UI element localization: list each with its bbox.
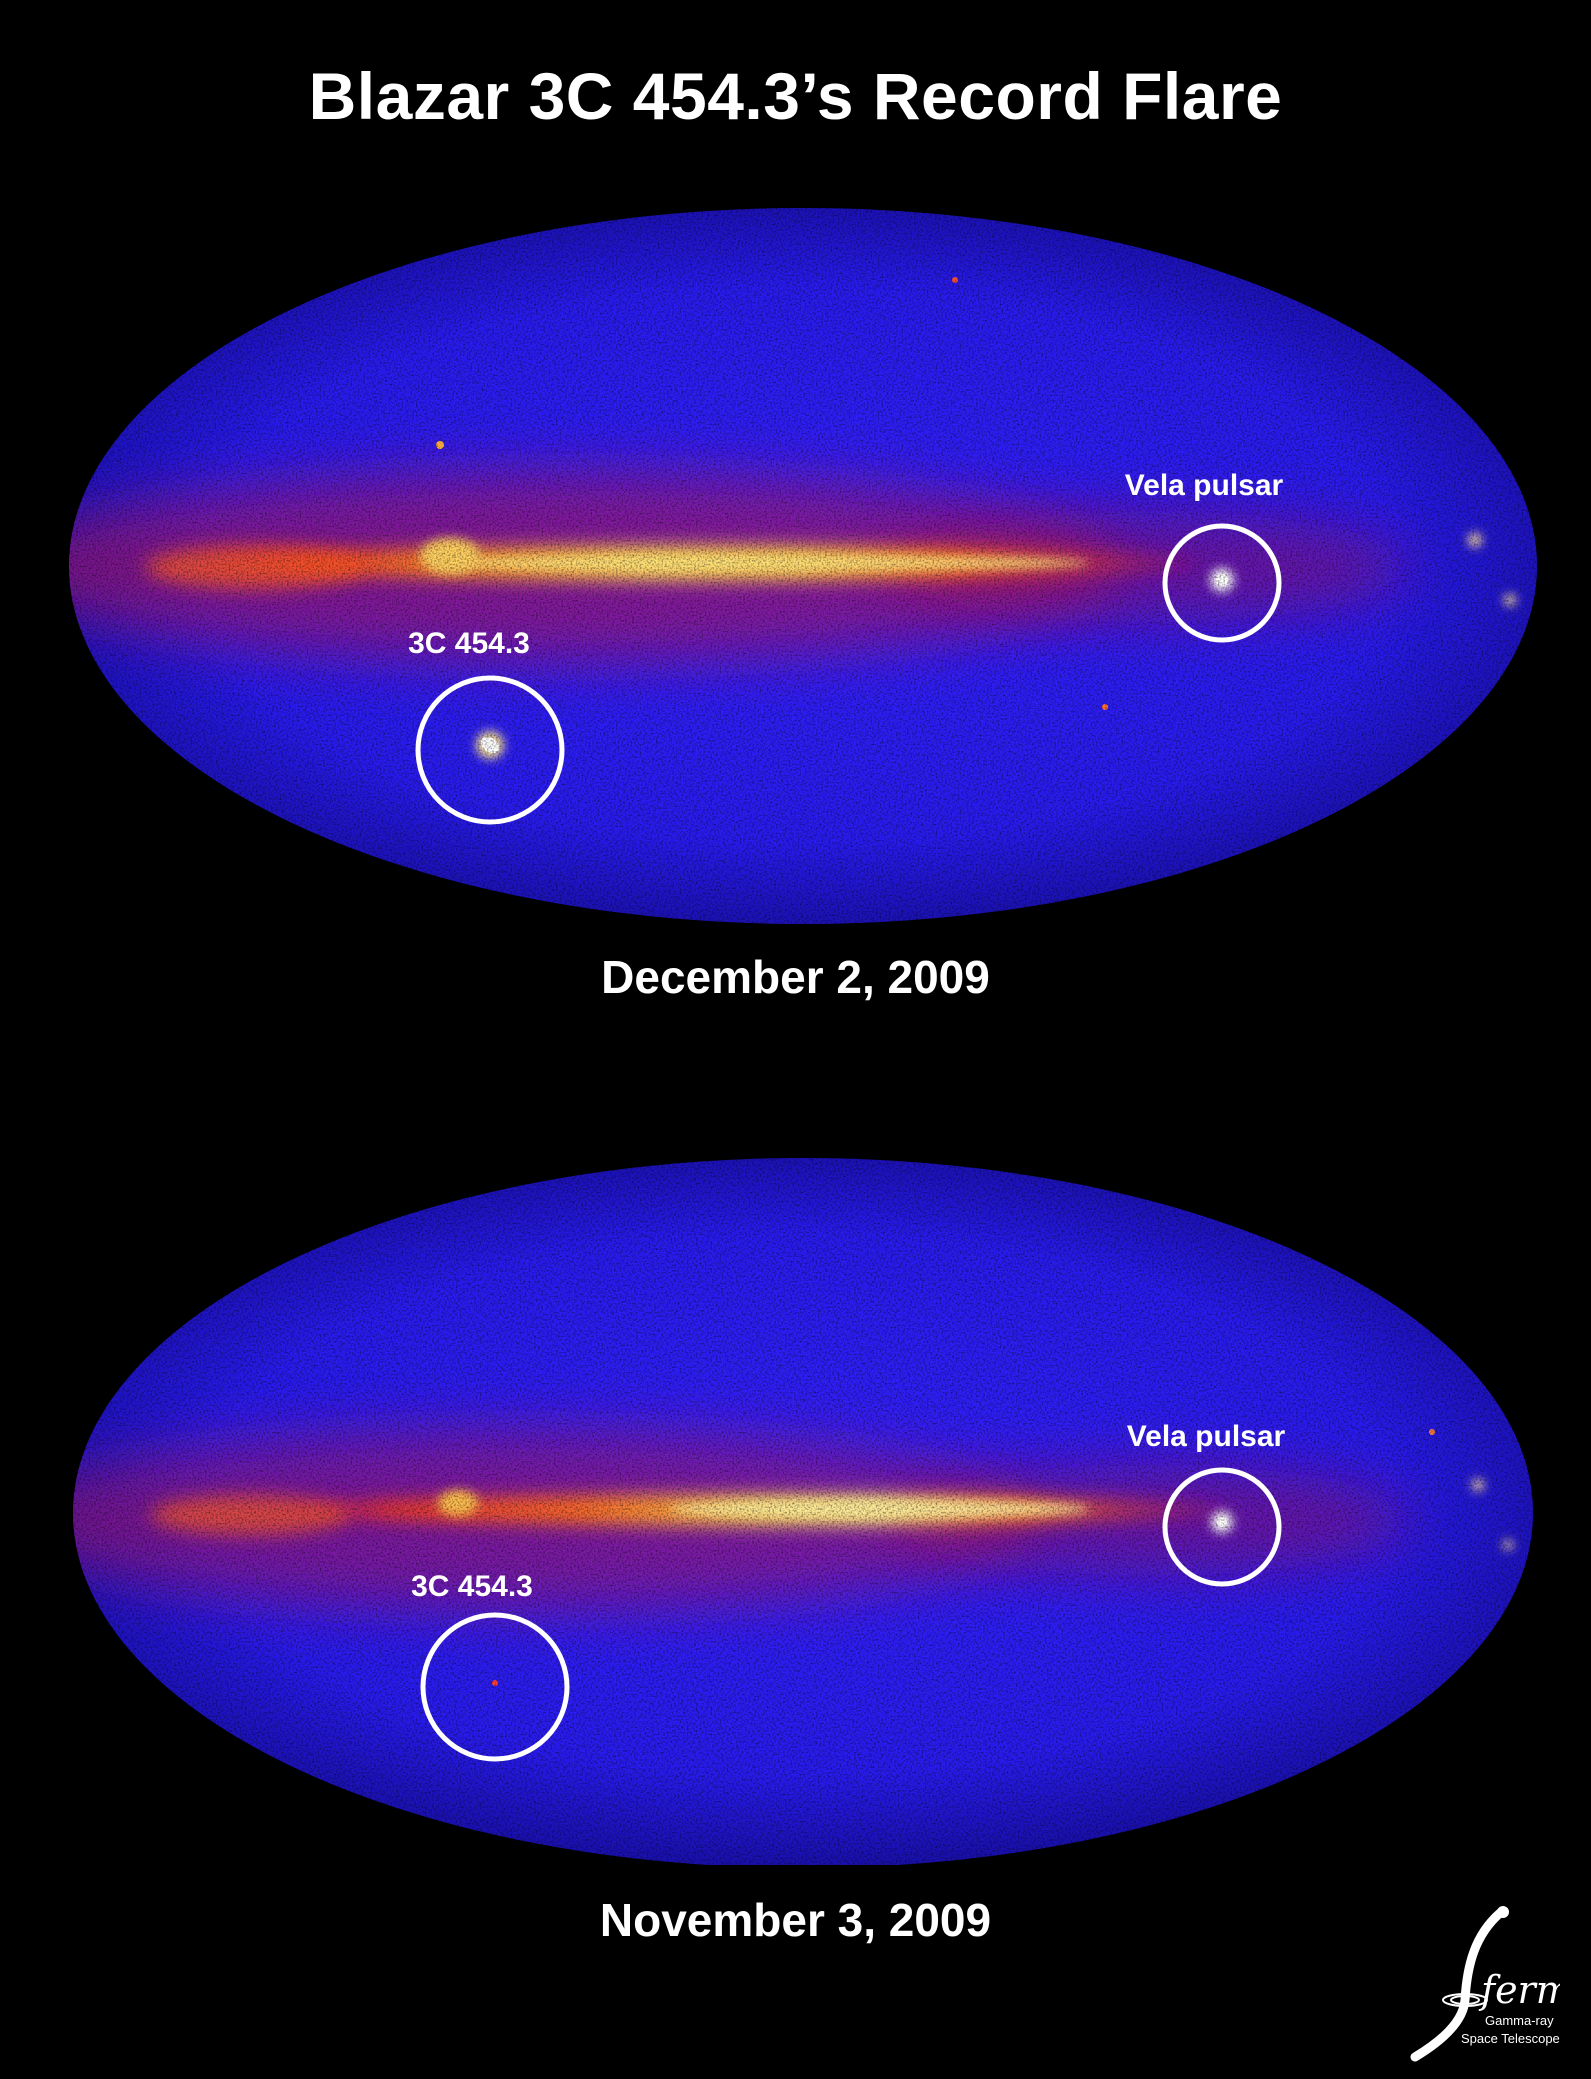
blazar-label: 3C 454.3 bbox=[408, 627, 530, 660]
fermi-logo: fermi Gamma-ray Space Telescope bbox=[1410, 1906, 1560, 2062]
blazar-circle bbox=[415, 675, 565, 825]
fermi-wordmark: fermi bbox=[1478, 1968, 1560, 2012]
blazar-circle bbox=[420, 1612, 570, 1762]
date-december: December 2, 2009 bbox=[601, 951, 990, 1003]
vela-pulsar-circle bbox=[1162, 1467, 1282, 1587]
vela-pulsar-label: Vela pulsar bbox=[1127, 1420, 1286, 1453]
all-sky-map-december: Vela pulsar 3C 454.3 bbox=[69, 208, 1537, 924]
all-sky-map-november: Vela pulsar 3C 454.3 bbox=[73, 1158, 1533, 1865]
blazar-label: 3C 454.3 bbox=[411, 1570, 533, 1603]
logo-line1: Gamma-ray bbox=[1485, 2013, 1554, 2028]
logo-line2: Space Telescope bbox=[1461, 2031, 1560, 2046]
vela-pulsar-label: Vela pulsar bbox=[1125, 469, 1284, 502]
date-november: November 3, 2009 bbox=[599, 1894, 992, 1946]
vela-pulsar-circle bbox=[1162, 523, 1282, 643]
image-title: Blazar 3C 454.3’s Record Flare bbox=[308, 59, 1283, 133]
